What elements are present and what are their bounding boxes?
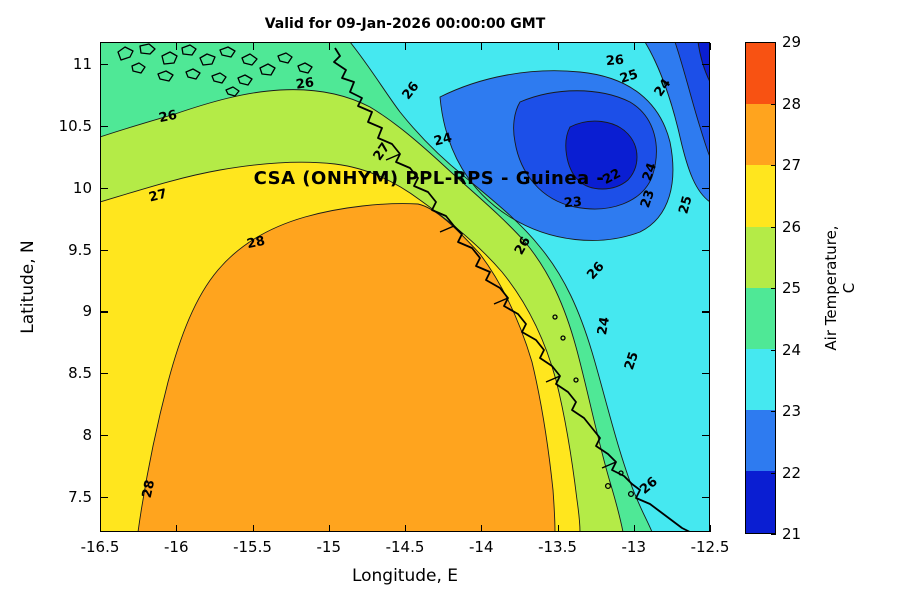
y-tick-label: 9 — [82, 302, 92, 321]
colorbar-tick-label: 24 — [782, 340, 802, 359]
map-annotation: CSA (ONHYM) PPL-RPS - Guinea - — [253, 168, 605, 189]
tick-mark — [633, 43, 635, 50]
colorbar-block — [746, 104, 775, 166]
colorbar-block — [746, 165, 775, 227]
tick-mark — [710, 525, 712, 532]
colorbar-tick-label: 25 — [782, 279, 802, 297]
tick-mark — [101, 311, 108, 313]
tick-mark — [557, 43, 559, 50]
tick-mark — [702, 311, 709, 313]
y-tick-label: 8.5 — [68, 364, 92, 383]
colorbar-tick-mark — [771, 103, 776, 105]
contour-region-28-plus — [138, 203, 555, 532]
tick-mark — [101, 64, 108, 66]
tick-mark — [101, 125, 108, 128]
islands-archipelago — [117, 43, 313, 97]
tick-mark — [176, 43, 178, 50]
tick-mark — [702, 373, 709, 375]
contour-line-corner-23 — [674, 42, 710, 158]
coastline — [333, 47, 691, 532]
tick-mark — [252, 43, 254, 50]
tick-mark — [101, 496, 108, 499]
y-tick-label: 10.5 — [58, 116, 92, 135]
contour-line-22 — [565, 120, 638, 190]
tick-mark — [710, 43, 712, 50]
y-tick-label: 11 — [72, 55, 92, 73]
figure-title: Valid for 09-Jan-2026 00:00:00 GMT — [264, 16, 546, 32]
colorbar-block — [746, 471, 775, 533]
colorbar-tick-label: 22 — [782, 463, 802, 482]
tick-mark — [702, 496, 709, 499]
coastline-group — [117, 43, 691, 532]
coastal-islets — [552, 314, 635, 498]
colorbar-tick-label: 23 — [782, 402, 802, 420]
colorbar-tick-label: 28 — [782, 94, 802, 113]
x-axis-label: Longitude, E — [351, 566, 459, 586]
contour-line-25 — [349, 42, 653, 532]
contour-label: 26 — [605, 52, 625, 70]
colorbar-tick-mark — [771, 472, 776, 474]
tick-mark — [481, 525, 483, 532]
contour-label: 24 — [595, 315, 613, 337]
colorbar-label: Air Temperature, C — [822, 225, 858, 351]
contour-line-corner-24 — [644, 42, 710, 203]
colorbar-tick-mark — [771, 411, 776, 413]
tick-mark — [176, 525, 178, 532]
tick-mark — [702, 249, 709, 251]
contour-region-21-22 — [565, 121, 637, 189]
colorbar-tick-mark — [771, 349, 776, 351]
colorbar-tick-mark — [771, 226, 776, 228]
colorbar-tick-mark — [771, 42, 776, 44]
tick-mark — [101, 435, 108, 437]
contour-line-23 — [513, 90, 657, 210]
tick-mark — [481, 43, 483, 50]
contour-line-26 — [100, 89, 624, 532]
tick-mark — [101, 249, 108, 251]
colorbar-tick-label: 21 — [782, 525, 802, 543]
tick-mark — [101, 187, 108, 189]
y-axis-label: Latitude, N — [18, 240, 38, 334]
tick-mark — [702, 125, 709, 128]
contour-region-corner-22-23 — [675, 42, 710, 157]
contour-map — [100, 42, 710, 532]
contour-label: 23 — [563, 194, 583, 212]
y-tick-label: 8 — [82, 426, 92, 445]
colorbar-tick-label: 26 — [782, 217, 802, 236]
colorbar-tick-mark — [771, 534, 776, 536]
tick-mark — [328, 525, 330, 532]
tick-mark — [633, 525, 635, 532]
contour-line-28 — [137, 203, 556, 532]
tick-mark — [101, 373, 108, 375]
contour-line-corner-22 — [697, 42, 710, 83]
tick-mark — [405, 43, 407, 50]
tick-mark — [100, 525, 102, 532]
colorbar-block — [746, 348, 775, 411]
contour-region-corner-21-22 — [698, 42, 710, 82]
tick-mark — [328, 43, 330, 50]
colorbar-block — [746, 43, 775, 105]
y-tick-label: 10 — [72, 178, 92, 197]
y-tick-label: 7.5 — [68, 487, 92, 506]
tick-mark — [702, 435, 709, 437]
colorbar-tick-label: 29 — [782, 33, 802, 51]
river-estuaries — [385, 153, 617, 469]
colorbar-block — [746, 226, 775, 288]
colorbar-block — [746, 410, 775, 472]
colorbar-tick-label: 27 — [782, 156, 802, 174]
tick-mark — [100, 43, 102, 50]
tick-mark — [702, 64, 709, 66]
contour-label: 26 — [294, 75, 316, 93]
tick-mark — [252, 525, 254, 532]
tick-mark — [557, 525, 559, 532]
contour-lines — [100, 42, 710, 532]
y-tick-label: 9.5 — [68, 240, 92, 259]
colorbar-block — [746, 287, 775, 349]
tick-mark — [405, 525, 407, 532]
colorbar-tick-mark — [771, 165, 776, 167]
colorbar-tick-mark — [771, 288, 776, 290]
contour-line-24 — [439, 70, 674, 241]
tick-mark — [702, 187, 709, 189]
